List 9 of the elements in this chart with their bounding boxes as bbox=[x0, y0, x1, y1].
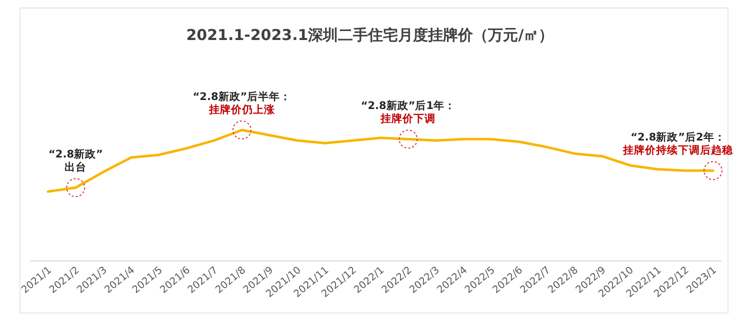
annotation: “2.8新政”后1年： bbox=[360, 99, 456, 112]
annotation: “2.8新政”后2年： bbox=[630, 130, 726, 144]
annotation: “2.8新政” bbox=[48, 148, 103, 161]
annotation: 挂牌价仍上涨 bbox=[208, 103, 276, 116]
annotation: 挂牌价下调 bbox=[380, 112, 436, 126]
annotation: 挂牌价持续下调后趋稳 bbox=[622, 144, 734, 157]
annotation: “2.8新政”后半年： bbox=[192, 90, 292, 103]
chart-title: 2021.1-2023.1深圳二手住宅月度挂牌价（万元/㎡） bbox=[186, 26, 554, 44]
annotation: 出台 bbox=[64, 160, 87, 174]
